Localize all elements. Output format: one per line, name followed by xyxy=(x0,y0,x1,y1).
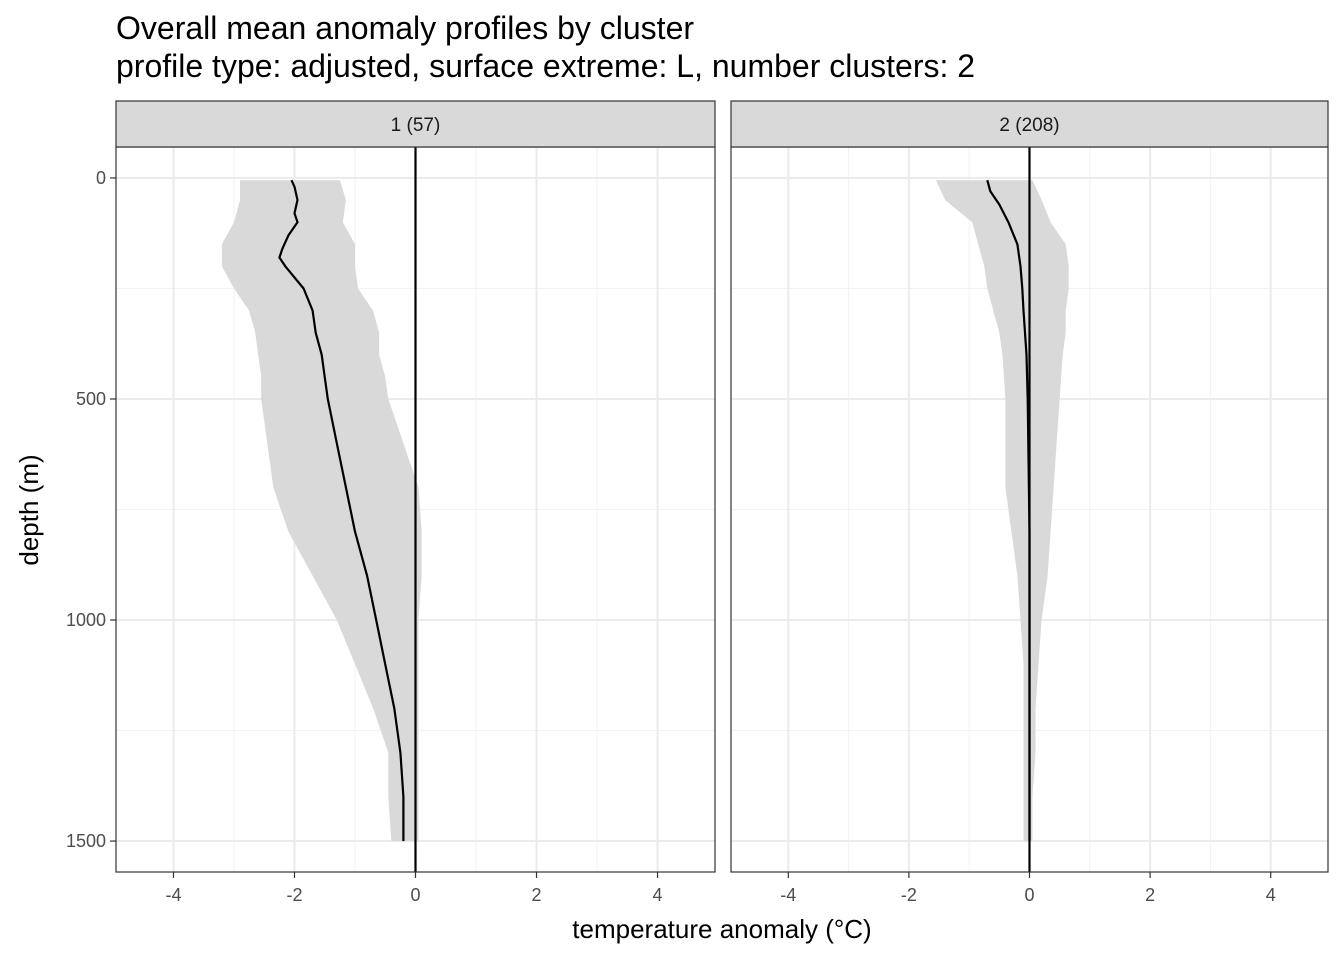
y-axis-title: depth (m) xyxy=(14,454,44,565)
mean-profile-line xyxy=(278,179,405,842)
chart-title: Overall mean anomaly profiles by cluster xyxy=(116,10,695,46)
facet-strip xyxy=(115,100,716,148)
mean-profile-line xyxy=(986,179,1031,842)
x-tick-label: 0 xyxy=(410,885,420,905)
x-tick-label: 2 xyxy=(1145,885,1155,905)
y-tick-label: 1500 xyxy=(66,831,106,851)
x-tick-label: -4 xyxy=(780,885,796,905)
x-tick-label: 4 xyxy=(1266,885,1276,905)
x-tick-label: -2 xyxy=(286,885,302,905)
ci-band xyxy=(936,180,1069,842)
chart-subtitle: profile type: adjusted, surface extreme:… xyxy=(116,48,976,84)
y-tick-label: 0 xyxy=(96,168,106,188)
ci-band xyxy=(221,180,422,842)
facet-strip-label: 2 (208) xyxy=(999,115,1059,136)
x-tick-label: -2 xyxy=(901,885,917,905)
x-tick-label: -4 xyxy=(165,885,181,905)
x-axis-title: temperature anomaly (°C) xyxy=(572,914,871,944)
y-tick-label: 500 xyxy=(76,389,106,409)
x-tick-label: 2 xyxy=(532,885,542,905)
x-tick-label: 0 xyxy=(1024,885,1034,905)
facet-panel-2: 2 (208) -4 -2 0 2 4 xyxy=(730,100,1329,905)
facet-panel-1: 1 (57) -4 -2 0 2 4 0 500 1000 1500 xyxy=(66,100,716,905)
facet-panels: 1 (57) -4 -2 0 2 4 0 500 1000 1500 2 (208) -4 -2 0 2 4 xyxy=(66,100,1329,905)
y-tick-label: 1000 xyxy=(66,610,106,630)
x-tick-label: 4 xyxy=(653,885,663,905)
facet-strip-label: 1 (57) xyxy=(391,115,441,136)
facet-strip xyxy=(730,100,1329,148)
